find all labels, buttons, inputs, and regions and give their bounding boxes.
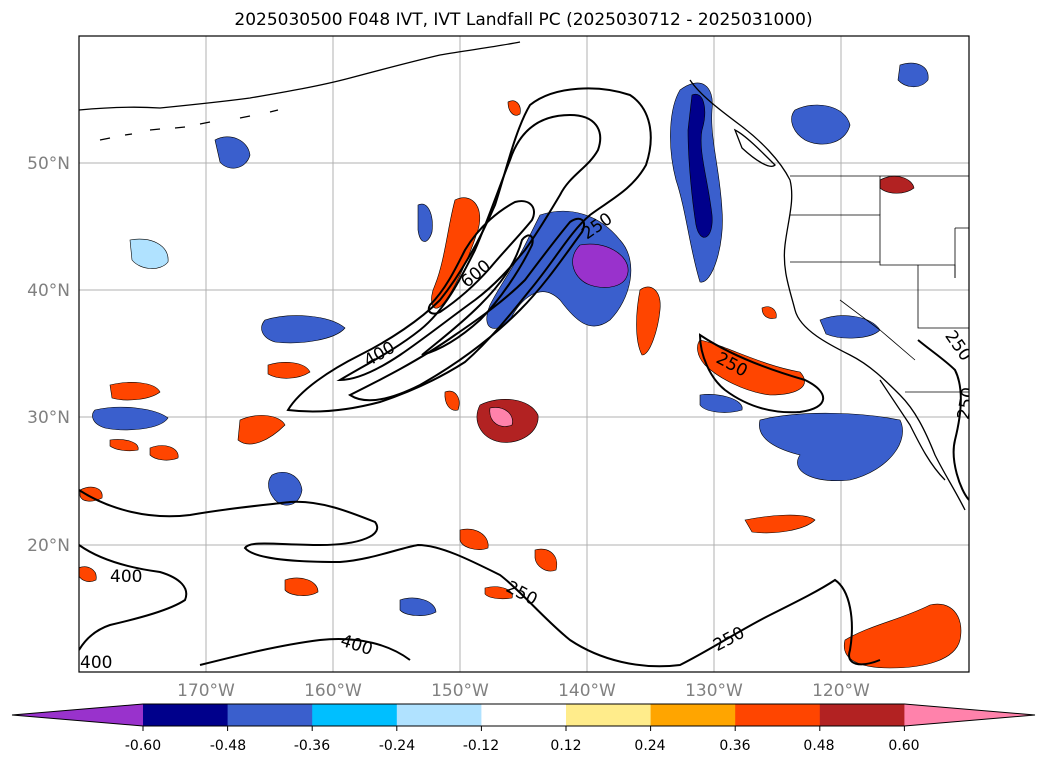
pc-patch xyxy=(699,394,743,413)
latitude-labels: 50°N 40°N 30°N 20°N xyxy=(27,154,70,556)
pc-patch xyxy=(687,93,713,238)
pc-patch xyxy=(268,471,303,506)
longitude-labels: 170°W 160°W 150°W 140°W 130°W 120°W xyxy=(177,681,870,701)
lon-label: 170°W xyxy=(177,681,235,701)
colorbar-extend-high xyxy=(904,704,1035,726)
positive-pc-patches xyxy=(79,100,962,669)
lat-label: 20°N xyxy=(27,536,70,556)
pc-patch xyxy=(744,514,816,534)
colorbar-tick-label: 0.60 xyxy=(888,738,919,754)
pc-patch xyxy=(261,315,346,344)
contour-label: 250 xyxy=(954,386,979,421)
colorbar-bin xyxy=(650,704,736,726)
pc-patch xyxy=(897,62,929,88)
aleutian-islands xyxy=(99,109,279,141)
pc-patch xyxy=(214,136,251,169)
pc-patch xyxy=(109,382,161,401)
na-west-coast xyxy=(689,79,966,511)
pc-patch xyxy=(109,439,139,452)
pc-patch xyxy=(761,306,777,319)
pc-patch xyxy=(399,597,437,616)
pc-patch xyxy=(444,390,460,411)
pc-patch xyxy=(791,104,851,145)
pc-patch xyxy=(267,362,311,379)
state-border xyxy=(917,265,969,329)
ivt-contours xyxy=(79,87,969,668)
pc-patch xyxy=(284,577,319,596)
colorbar-tick-label: 0.12 xyxy=(550,738,581,754)
pc-patch xyxy=(431,197,480,309)
colorbar-tick-label: 0.48 xyxy=(803,738,834,754)
ivt-contour-600-inner xyxy=(421,234,534,356)
colorbar-tick-label: -0.24 xyxy=(379,738,415,754)
pc-patch xyxy=(129,238,169,269)
pc-patch xyxy=(237,415,286,445)
colorbar-bin xyxy=(735,704,821,726)
colorbar-bin xyxy=(143,704,229,726)
map-title: 2025030500 F048 IVT, IVT Landfall PC (20… xyxy=(234,10,813,30)
colorbar-tick-label: 0.36 xyxy=(719,738,750,754)
ivt-contour-400-south2 xyxy=(199,638,411,666)
colorbar-bin xyxy=(396,704,482,726)
colorbar-bin xyxy=(481,704,567,726)
colorbar-tick-labels: -0.60 -0.48 -0.36 -0.24 -0.12 0.12 0.24 … xyxy=(125,738,920,754)
lat-label: 50°N xyxy=(27,154,70,174)
colorbar-tick-label: -0.60 xyxy=(125,738,161,754)
ivt-contour-250-plume xyxy=(286,87,652,413)
contour-label: 400 xyxy=(80,653,112,673)
pc-patch xyxy=(636,286,661,356)
ivt-contour-250-subtrop xyxy=(79,489,881,668)
lon-label: 140°W xyxy=(558,681,616,701)
colorbar-tick-label: -0.36 xyxy=(294,738,330,754)
political-borders xyxy=(790,175,969,393)
contour-label: 400 xyxy=(110,567,142,587)
state-border xyxy=(839,299,916,361)
pc-patch xyxy=(759,412,903,481)
colorbar-tick-label: -0.12 xyxy=(463,738,499,754)
colorbar-bin xyxy=(312,704,398,726)
colorbar xyxy=(11,703,1036,731)
ivt-contour-250-coast xyxy=(917,339,969,501)
vancouver-island xyxy=(733,128,776,167)
pc-patch xyxy=(697,339,805,396)
pc-patch xyxy=(459,528,489,550)
ivt-contour-400-inner xyxy=(348,217,586,402)
lon-label: 160°W xyxy=(304,681,362,701)
lon-label: 120°W xyxy=(812,681,870,701)
pc-patch xyxy=(843,603,962,669)
pc-patch xyxy=(879,176,915,194)
lat-label: 30°N xyxy=(27,408,70,428)
colorbar-extend-low xyxy=(12,704,143,726)
map-frame xyxy=(78,35,970,673)
coastlines xyxy=(79,41,966,511)
pc-patch xyxy=(79,486,103,502)
ivt-contour-600-plume xyxy=(427,200,535,315)
state-border xyxy=(954,227,969,278)
colorbar-bin xyxy=(227,704,313,726)
ivt-contour-400-plume xyxy=(336,113,602,382)
pc-patch xyxy=(79,566,97,582)
lon-label: 130°W xyxy=(685,681,743,701)
pc-patch xyxy=(484,586,513,600)
colorbar-tick-label: -0.48 xyxy=(210,738,246,754)
pc-patch xyxy=(92,406,169,431)
pc-patch xyxy=(149,445,179,461)
lat-label: 40°N xyxy=(27,281,70,301)
ivt-contour-250-east xyxy=(698,333,825,414)
ivt-contour-400-south xyxy=(79,544,188,651)
pc-patch xyxy=(507,100,521,116)
baja-peninsula xyxy=(879,379,946,481)
pc-patch xyxy=(534,548,558,572)
pc-patch xyxy=(417,203,433,242)
colorbar-bin xyxy=(819,704,905,726)
colorbar-bin xyxy=(566,704,652,726)
colorbar-tick-label: 0.24 xyxy=(634,738,665,754)
map-area: 250 600 400 250 250 400 400 250 250 250 … xyxy=(79,36,979,673)
alaska-coast xyxy=(79,41,521,111)
graticule xyxy=(79,36,969,672)
pc-patch xyxy=(572,243,629,288)
pc-patch xyxy=(489,407,513,427)
lon-label: 150°W xyxy=(431,681,489,701)
